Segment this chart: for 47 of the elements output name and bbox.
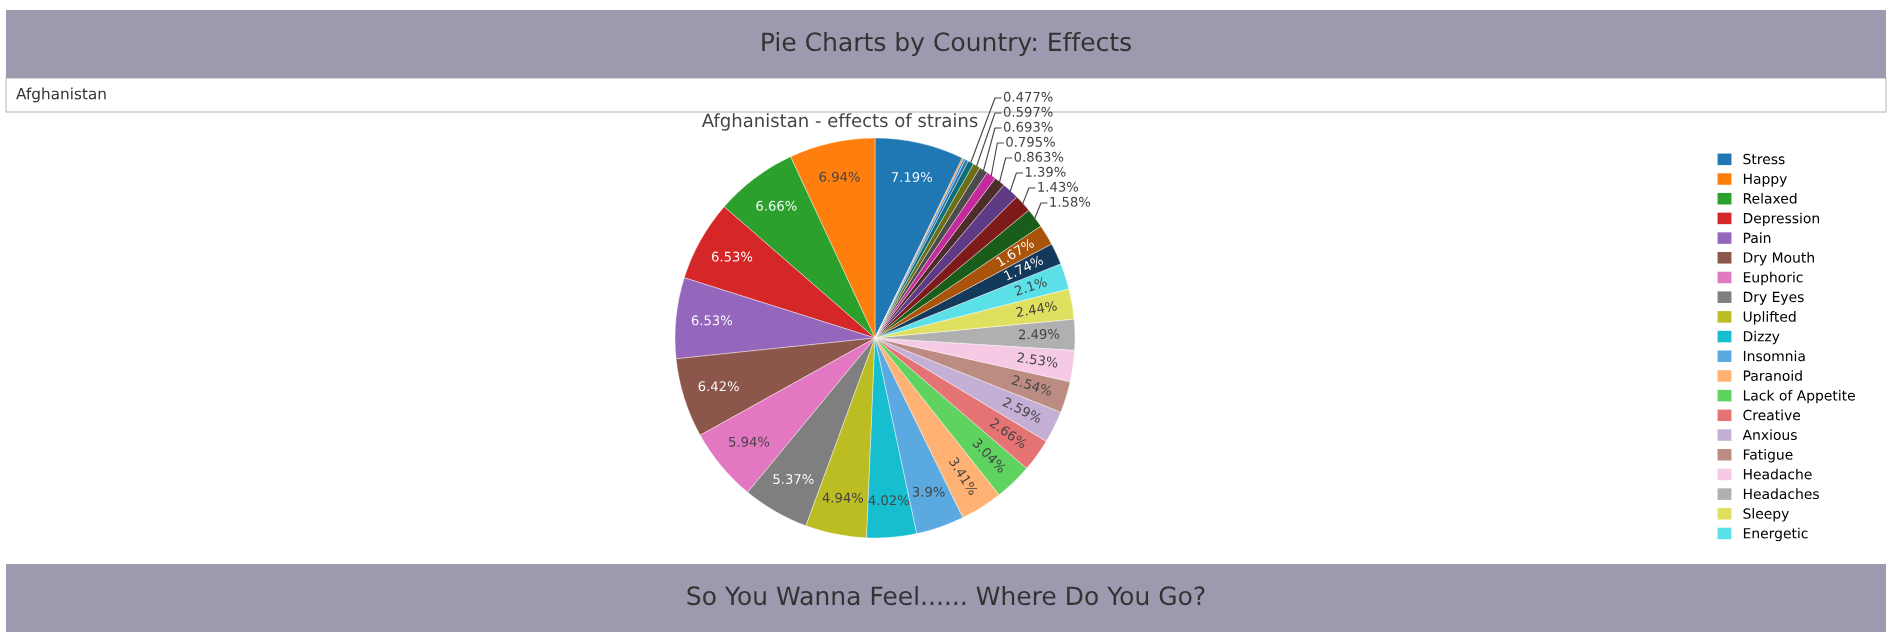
text: Afghanistan - effects of strains xyxy=(701,113,978,131)
data-label: 2.53% xyxy=(1017,352,1059,368)
legend-label: Pain xyxy=(1743,232,1771,244)
legend-label: Fatigue xyxy=(1743,448,1793,463)
legend-label: Headache xyxy=(1743,468,1812,480)
data-label: 3.9% xyxy=(912,486,945,497)
data-label: 5.94% xyxy=(729,436,770,447)
legend-label: Anxious xyxy=(1742,429,1797,441)
data-label: 1.58% xyxy=(1050,196,1091,207)
legend-label: Relaxed xyxy=(1743,192,1797,204)
data-label: 4.02% xyxy=(868,495,910,506)
data-label: 4.94% xyxy=(822,492,864,503)
data-label: 2.44% xyxy=(1015,300,1058,318)
legend-label: Headaches xyxy=(1743,488,1819,500)
data-label: 1.43% xyxy=(1038,181,1079,192)
text: So You Wanna Feel...... Where Do You Go? xyxy=(687,585,1205,606)
legend-label: Dizzy xyxy=(1743,330,1780,345)
data-label: 2.49% xyxy=(1018,328,1060,340)
legend-label: Happy xyxy=(1743,173,1787,187)
text: Pie Charts by Country: Effects xyxy=(762,31,1131,57)
data-label: 5.37% xyxy=(773,474,814,485)
text: Afghanistan xyxy=(16,87,106,103)
data-label: 0.863% xyxy=(1014,151,1064,162)
data-label: 0.693% xyxy=(1003,121,1053,132)
legend-label: Depression xyxy=(1743,212,1820,227)
data-label: 6.94% xyxy=(819,171,860,182)
legend-label: Creative xyxy=(1743,409,1801,421)
legend-label: Stress xyxy=(1743,153,1785,165)
data-label: 0.795% xyxy=(1006,136,1055,147)
legend-label: Dry Mouth xyxy=(1743,252,1814,266)
data-label: 7.19% xyxy=(891,172,932,182)
legend-label: Lack of Appetite xyxy=(1743,389,1855,404)
legend-label: Sleepy xyxy=(1743,508,1789,522)
data-label: 0.597% xyxy=(1003,106,1053,117)
data-label: 6.53% xyxy=(691,315,733,326)
legend-label: Insomnia xyxy=(1743,350,1805,362)
legend-label: Euphoric xyxy=(1743,271,1803,286)
legend-label: Dry Eyes xyxy=(1743,291,1804,305)
legend-label: Uplifted xyxy=(1743,311,1796,325)
data-label: 6.53% xyxy=(711,251,753,262)
data-label: 6.42% xyxy=(698,381,739,392)
data-label: 2.54% xyxy=(1011,374,1053,397)
data-label: 0.477% xyxy=(1003,91,1053,102)
legend-label: Energetic xyxy=(1743,527,1808,542)
legend-label: Paranoid xyxy=(1743,370,1802,381)
data-label: 1.39% xyxy=(1025,166,1066,177)
data-label: 6.66% xyxy=(756,200,797,211)
